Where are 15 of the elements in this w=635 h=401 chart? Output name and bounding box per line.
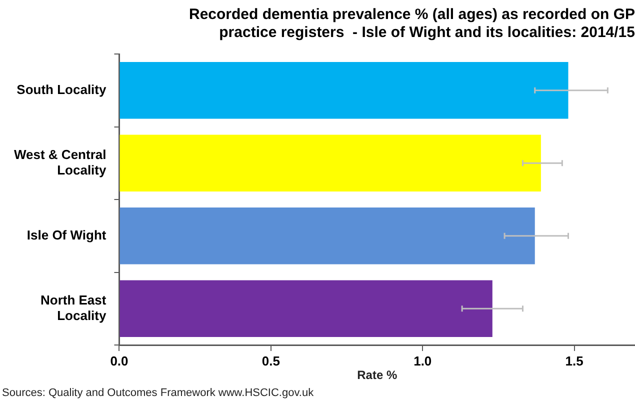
bar: [120, 134, 541, 192]
y-tick-label: Isle Of Wight: [26, 227, 107, 242]
x-tick-label: 0.5: [262, 353, 280, 368]
bar: [120, 280, 492, 337]
y-tick-label: South Locality: [16, 82, 107, 97]
bar: [120, 62, 568, 119]
x-axis-title: Rate %: [357, 368, 398, 382]
x-tick-label: 0.0: [110, 353, 128, 368]
y-tick-label: North East Locality: [40, 292, 107, 324]
source-note: Sources: Quality and Outcomes Framework www.HSCIC.gov.uk: [2, 387, 314, 399]
x-tick-label: 1.5: [565, 353, 584, 368]
y-tick-label: West & Central Locality: [14, 146, 107, 178]
x-tick-label: 1.0: [414, 353, 432, 368]
chart-title: Recorded dementia prevalence % (all ages) as recorded on GP practice registers - Isle of Wight and its localities: 2014/15: [189, 6, 635, 42]
bar: [120, 208, 535, 264]
